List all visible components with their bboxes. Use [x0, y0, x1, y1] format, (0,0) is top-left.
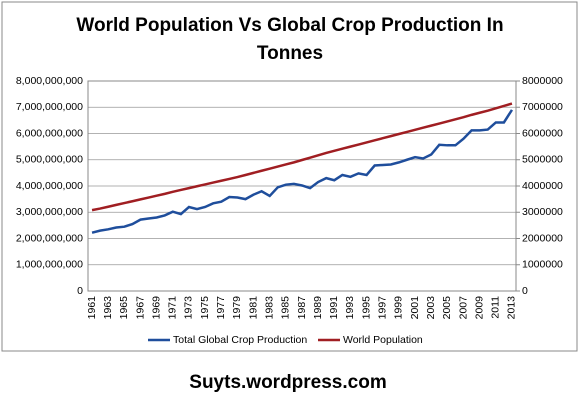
x-tick-label: 1995 [360, 296, 372, 320]
y2-tick-label: 5000000 [522, 154, 563, 166]
x-tick-label: 1983 [263, 296, 275, 320]
x-tick-label: 1973 [183, 296, 195, 320]
chart-title: World Population Vs Global Crop Producti… [76, 15, 504, 64]
x-tick-label: 1981 [247, 296, 259, 320]
y-tick-label: 5,000,000,000 [16, 154, 83, 166]
x-tick-label: 1979 [231, 296, 243, 320]
x-tick-label: 1969 [150, 296, 162, 320]
x-tick-label: 1997 [377, 296, 389, 320]
x-tick-label: 1989 [312, 296, 324, 320]
x-tick-label: 2001 [409, 296, 421, 320]
x-tick-label: 1967 [134, 296, 146, 320]
x-tick-label: 2005 [441, 296, 453, 320]
x-tick-label: 1991 [328, 296, 340, 320]
y-tick-label: 7,000,000,000 [16, 101, 83, 113]
legend-label: Total Global Crop Production [173, 334, 307, 346]
y-tick-label: 3,000,000,000 [16, 206, 83, 218]
x-tick-label: 1975 [199, 296, 211, 320]
x-tick-label: 1999 [393, 296, 405, 320]
legend-label: World Population [343, 334, 423, 346]
y-tick-label: 2,000,000,000 [16, 232, 83, 244]
y2-tick-label: 3000000 [522, 206, 563, 218]
chart-border [1, 1, 578, 352]
y2-tick-label: 4000000 [522, 180, 563, 192]
x-tick-label: 2013 [506, 296, 518, 320]
x-tick-label: 1993 [344, 296, 356, 320]
y2-tick-label: 1000000 [522, 259, 563, 271]
plot-area [87, 80, 517, 292]
y-tick-label: 6,000,000,000 [16, 127, 83, 139]
footer: Suyts.wordpress.com [189, 372, 387, 393]
x-tick-label: 1977 [215, 296, 227, 320]
x-tick-label: 1987 [296, 296, 308, 320]
y2-tick-label: 8000000 [522, 75, 563, 87]
x-tick-label: 1985 [280, 296, 292, 320]
x-tick-label: 1961 [86, 296, 98, 320]
y2-tick-label: 7000000 [522, 101, 563, 113]
y2-tick-label: 6000000 [522, 127, 563, 139]
y-tick-label: 1,000,000,000 [16, 259, 83, 271]
x-tick-label: 1971 [167, 296, 179, 320]
x-tick-label: 2009 [473, 296, 485, 320]
x-tick-label: 2011 [490, 296, 502, 319]
y2-tick-label: 0 [522, 285, 528, 297]
y-tick-label: 4,000,000,000 [16, 180, 83, 192]
y-tick-label: 0 [77, 285, 83, 297]
x-tick-label: 2003 [425, 296, 437, 320]
series-line [91, 109, 514, 234]
y-tick-label: 8,000,000,000 [16, 75, 83, 87]
series-line [91, 102, 513, 212]
x-tick-label: 1965 [118, 296, 130, 320]
x-tick-label: 2007 [457, 296, 469, 320]
x-tick-label: 1963 [102, 296, 114, 320]
y2-tick-label: 2000000 [522, 232, 563, 244]
